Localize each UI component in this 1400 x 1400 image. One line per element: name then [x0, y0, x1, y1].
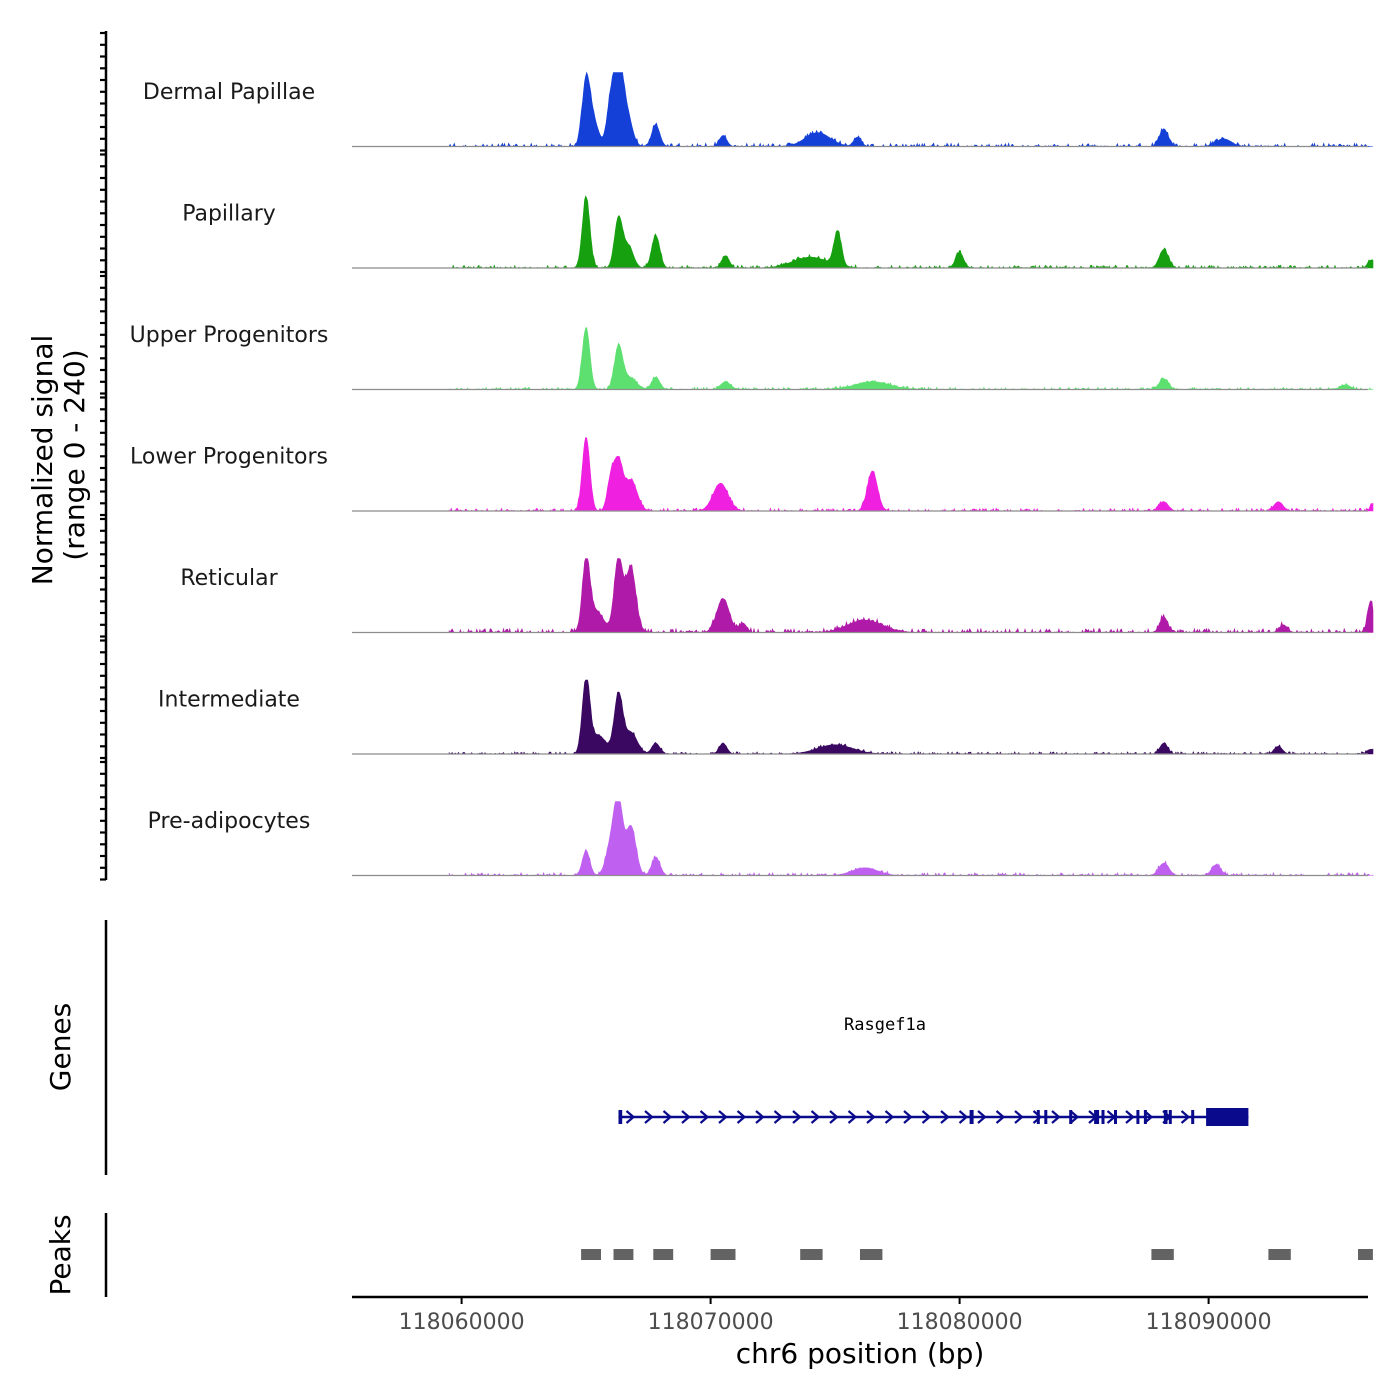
exon [1036, 1110, 1040, 1124]
x-tick-label: 118080000 [897, 1310, 1023, 1335]
exon [1114, 1110, 1117, 1124]
peak-region [860, 1249, 883, 1260]
strand-arrow [1051, 1110, 1061, 1124]
track-label-papillary: Papillary [182, 202, 276, 227]
track-upper-progenitors: Upper Progenitors [130, 323, 1374, 391]
x-tick-label: 118070000 [648, 1310, 774, 1335]
x-tick-label: 118090000 [1146, 1310, 1272, 1335]
strand-arrow [866, 1110, 876, 1124]
strand-arrow [1014, 1110, 1024, 1124]
peak-region [653, 1249, 674, 1260]
strand-arrow [1069, 1110, 1080, 1124]
strand-arrow [884, 1110, 895, 1124]
track-label-lower-progenitors: Lower Progenitors [130, 445, 328, 470]
track-intermediate: Intermediate [158, 679, 1374, 755]
track-label-reticular: Reticular [180, 566, 278, 591]
strand-arrow [699, 1110, 710, 1124]
track-pre-adipocytes: Pre-adipocytes [148, 801, 1374, 877]
gene-name-label: Rasgef1a [844, 1015, 926, 1035]
peak-region [581, 1249, 601, 1260]
signal-area-intermediate [448, 679, 1374, 755]
exon [1168, 1110, 1172, 1124]
track-label-upper-progenitors: Upper Progenitors [130, 323, 329, 348]
strand-arrow [940, 1110, 950, 1124]
strand-arrow [792, 1110, 802, 1124]
track-label-pre-adipocytes: Pre-adipocytes [148, 809, 311, 834]
strand-arrow [662, 1110, 673, 1124]
strand-arrow [773, 1110, 784, 1124]
track-papillary: Papillary [182, 195, 1374, 269]
strand-arrow [810, 1110, 821, 1124]
exon [1069, 1110, 1073, 1124]
exon [1094, 1110, 1100, 1124]
track-dermal-papillae: Dermal Papillae [143, 71, 1373, 148]
y-axis-title: Normalized signal [26, 335, 59, 586]
exon [1136, 1110, 1140, 1124]
signal-area-dermal-papillae [448, 71, 1373, 148]
strand-arrow [1125, 1110, 1135, 1124]
exon [618, 1110, 623, 1124]
track-reticular: Reticular [180, 558, 1374, 634]
strand-arrow [995, 1110, 1006, 1124]
strand-arrow [755, 1110, 765, 1124]
signal-area-papillary [448, 195, 1374, 269]
peak-region [1151, 1249, 1174, 1260]
strand-arrow [847, 1110, 858, 1124]
gene-model [618, 1108, 1249, 1126]
exon [1044, 1110, 1048, 1124]
strand-arrow [903, 1110, 913, 1124]
peak-region [800, 1249, 823, 1260]
peak-region [1268, 1249, 1291, 1260]
signal-area-pre-adipocytes [448, 801, 1374, 877]
exon [1101, 1110, 1105, 1124]
genes-panel-label: Genes [44, 1003, 77, 1091]
strand-arrow [921, 1110, 932, 1124]
track-label-intermediate: Intermediate [158, 688, 300, 713]
strand-arrow [829, 1110, 839, 1124]
signal-area-lower-progenitors [448, 437, 1374, 512]
exon [1143, 1110, 1147, 1124]
signal-area-upper-progenitors [448, 327, 1374, 391]
strand-arrow [1032, 1110, 1043, 1124]
strand-arrow [958, 1110, 969, 1124]
exon [1163, 1110, 1168, 1124]
peaks-panel-label: Peaks [44, 1214, 77, 1295]
strand-arrow [681, 1110, 691, 1124]
peak-region [613, 1249, 634, 1260]
x-tick-label: 118060000 [399, 1310, 525, 1335]
peak-regions [581, 1249, 1373, 1260]
y-axis-range: (range 0 - 240) [58, 349, 91, 560]
coverage-tracks: Dermal Papillae Papillary Upper Progenitor… [130, 71, 1374, 877]
x-axis-ticks: 118060000 118070000 118080000 118090000 [399, 1297, 1272, 1335]
strand-arrow [1180, 1110, 1191, 1124]
strand-arrow [977, 1110, 987, 1124]
strand-arrow [736, 1110, 747, 1124]
exon [1206, 1108, 1249, 1126]
signal-area-reticular [448, 558, 1374, 634]
strand-arrow [644, 1110, 654, 1124]
peak-region [710, 1249, 736, 1260]
coverage-y-ticks [100, 31, 106, 881]
x-axis-title: chr6 position (bp) [736, 1337, 985, 1370]
track-lower-progenitors: Lower Progenitors [130, 437, 1374, 512]
peak-region [1358, 1249, 1373, 1260]
strand-arrow [718, 1110, 728, 1124]
strand-arrow [625, 1110, 636, 1124]
track-label-dermal-papillae: Dermal Papillae [143, 80, 315, 105]
exon [969, 1110, 974, 1124]
exon [1191, 1110, 1195, 1124]
